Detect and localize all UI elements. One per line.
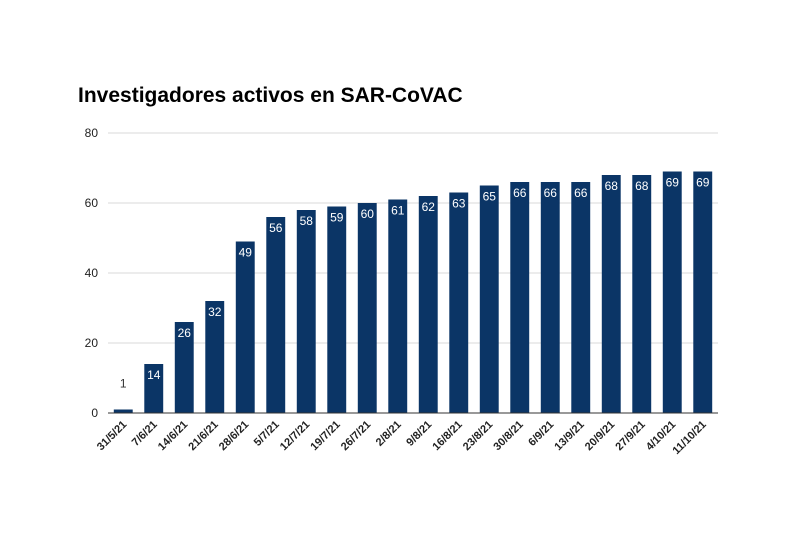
data-label: 1 [120,377,127,391]
data-label: 61 [391,204,405,218]
bar [266,217,286,413]
bar [113,409,133,413]
data-label: 65 [483,190,497,204]
data-label: 68 [635,179,649,193]
data-label: 56 [269,221,283,235]
bar [571,182,591,413]
x-tick-label: 31/5/21 [95,419,129,453]
data-label: 66 [513,186,527,200]
x-tick-label: 12/7/21 [278,419,312,453]
data-label: 69 [666,176,680,190]
bar [327,206,347,413]
x-tick-label: 19/7/21 [308,419,342,453]
bar [144,364,164,413]
x-tick-label: 27/9/21 [613,419,647,453]
bar [449,192,469,413]
data-label: 26 [178,326,192,340]
y-tick-label: 80 [85,126,99,140]
x-tick-label: 2/8/21 [374,419,404,449]
data-label: 49 [239,246,253,260]
x-tick-label: 23/8/21 [461,419,495,453]
x-tick-label: 28/6/21 [217,419,251,453]
x-tick-label: 11/10/21 [671,419,709,457]
y-tick-label: 40 [85,266,99,280]
data-label: 58 [300,214,314,228]
data-label: 62 [422,200,436,214]
x-tick-label: 21/6/21 [186,419,220,453]
data-label: 14 [147,368,161,382]
data-label: 32 [208,305,222,319]
x-tick-label: 13/9/21 [552,419,586,453]
y-tick-label: 0 [91,406,98,420]
y-tick-label: 20 [85,336,99,350]
bar [540,182,560,413]
bar [357,203,377,413]
data-label: 60 [361,207,375,221]
data-label: 66 [544,186,558,200]
bar [479,185,499,413]
bar [418,196,438,413]
bar [388,199,408,413]
data-label: 59 [330,211,344,225]
data-label: 66 [574,186,588,200]
bar [205,301,225,413]
x-tick-label: 20/9/21 [583,419,617,453]
x-tick-label: 30/8/21 [491,419,525,453]
x-tick-label: 16/8/21 [430,419,464,453]
data-label: 63 [452,197,466,211]
data-label: 69 [696,176,710,190]
y-tick-label: 60 [85,196,99,210]
bar [235,241,255,413]
bar [632,175,652,413]
bar [296,210,316,413]
bar [601,175,621,413]
bar [174,322,194,413]
data-label: 68 [605,179,619,193]
x-tick-label: 26/7/21 [339,419,373,453]
x-tick-label: 14/6/21 [156,419,190,453]
chart-title: Investigadores activos en SAR-CoVAC [78,84,463,107]
bar [693,171,713,413]
bar [510,182,530,413]
bar [662,171,682,413]
